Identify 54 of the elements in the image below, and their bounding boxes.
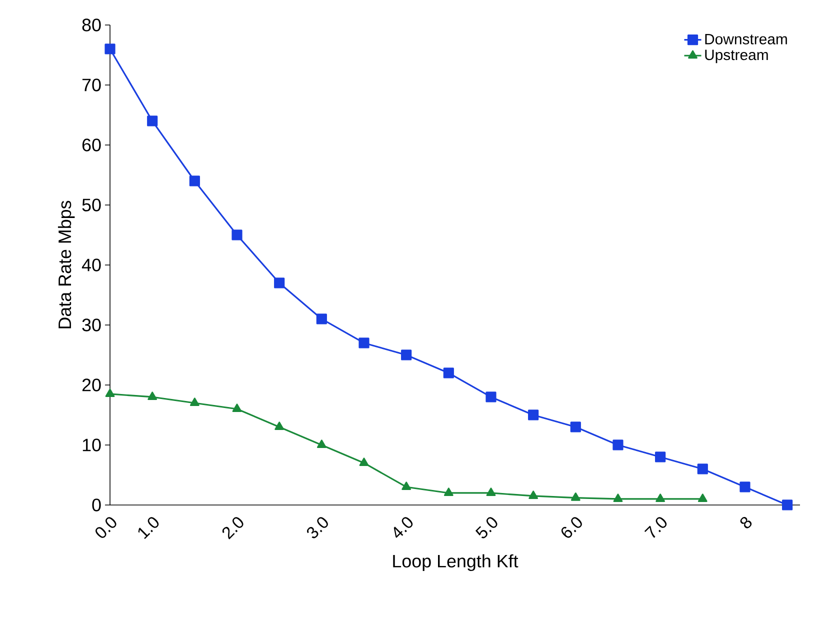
y-tick-label: 80 [82, 18, 101, 32]
point [570, 492, 580, 501]
y-tick-label: 30 [82, 318, 101, 332]
point [316, 440, 326, 448]
point [570, 422, 581, 432]
x-tick-label: 8 [740, 516, 752, 528]
y-tick-label: 10 [82, 438, 101, 452]
legend-label: Downstream [705, 34, 787, 44]
x-tick-label: 7.0 [644, 517, 667, 538]
point [358, 338, 370, 348]
x-tick-label: 1.0 [138, 517, 159, 540]
point [189, 176, 200, 186]
x-tick-label: 3.0 [307, 517, 328, 538]
point [698, 494, 708, 502]
point [359, 458, 369, 466]
point [190, 398, 200, 406]
point [232, 230, 242, 240]
point [528, 410, 539, 420]
point [148, 392, 158, 400]
point [402, 482, 412, 490]
point [486, 392, 496, 402]
y-tick-label: 0 [92, 498, 101, 512]
point [697, 464, 708, 474]
point [486, 488, 496, 496]
point [104, 44, 116, 54]
point [316, 314, 327, 324]
x-tick-label: 6.0 [561, 517, 582, 538]
point [528, 490, 538, 500]
y-tick-label: 40 [82, 258, 101, 272]
y-tick-label: 60 [82, 138, 101, 152]
point [232, 404, 242, 412]
y-tick-label: 20 [82, 378, 101, 392]
point [105, 388, 115, 398]
point [401, 350, 412, 360]
x-axis-title: Loop Length Kft [393, 554, 518, 572]
point [612, 440, 624, 450]
y-tick-label: 70 [82, 78, 101, 92]
point [274, 278, 285, 288]
x-tick-label: 2.0 [222, 517, 244, 540]
legend-label: Upstream [705, 50, 768, 64]
x-tick-label: 4.0 [394, 517, 413, 538]
point [655, 452, 666, 462]
x-tick-label: 5.0 [475, 517, 498, 538]
y-tick-label: 50 [82, 198, 101, 212]
point [656, 494, 666, 502]
point [444, 488, 454, 496]
point [782, 500, 793, 510]
point [147, 116, 158, 126]
point [274, 422, 284, 430]
y-axis-title: Data Rate Mbps [58, 200, 75, 328]
point [613, 494, 623, 502]
point [740, 482, 750, 492]
x-tick-label: 0.0 [96, 517, 116, 538]
point [443, 368, 454, 378]
